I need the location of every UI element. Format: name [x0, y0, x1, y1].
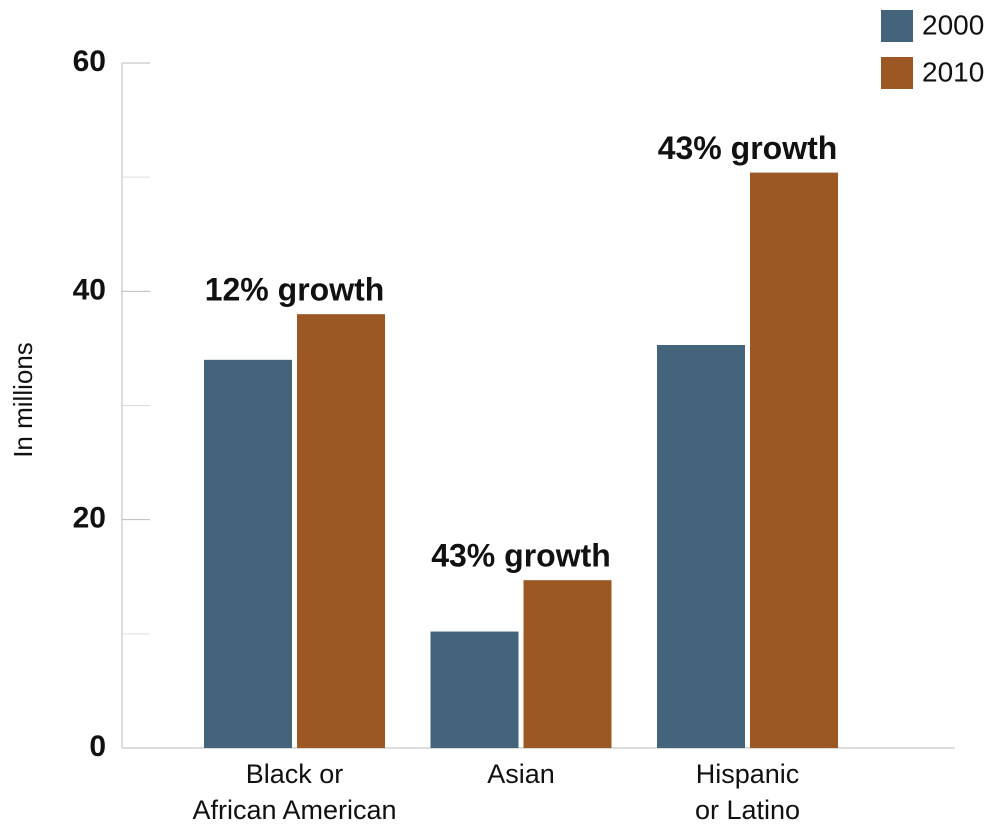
bar [430, 631, 519, 748]
growth-label: 43% growth [431, 538, 611, 574]
y-tick-label: 20 [73, 502, 106, 535]
bar [657, 344, 745, 748]
growth-label: 43% growth [658, 130, 838, 166]
legend-swatch [881, 10, 913, 42]
bar [523, 580, 612, 748]
y-tick-label: 60 [73, 45, 106, 78]
x-tick-label: Hispanic or Latino [695, 759, 800, 825]
growth-label: 12% growth [205, 272, 385, 308]
y-axis-label: In millions [8, 342, 38, 458]
legend-label: 2010 [922, 56, 984, 87]
bar [297, 314, 385, 748]
bar [750, 172, 838, 749]
y-tick-label: 0 [89, 730, 106, 763]
y-tick-label: 40 [73, 273, 106, 306]
legend-label: 2000 [922, 9, 984, 40]
legend-swatch [881, 57, 913, 89]
x-tick-label: Asian [487, 759, 555, 789]
x-tick-label: Black or African American [192, 759, 396, 825]
bar [204, 359, 292, 748]
